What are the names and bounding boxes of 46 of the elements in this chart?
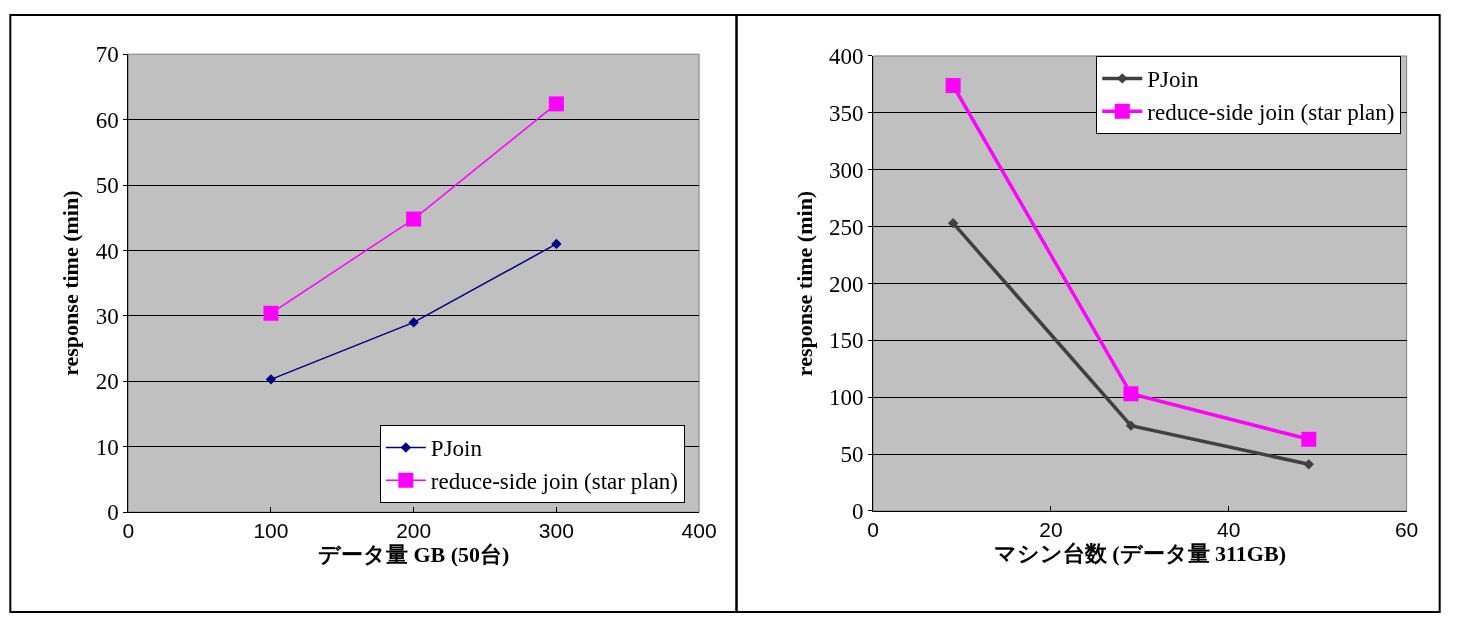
x-tick-label: 300 xyxy=(538,519,574,543)
x-tick-label: 100 xyxy=(253,519,289,543)
x-axis-title: マシン台数 (データ量 311GB) xyxy=(993,541,1286,567)
point xyxy=(1301,431,1317,447)
point xyxy=(263,305,279,321)
point xyxy=(1123,386,1139,402)
y-axis-title: response time (min) xyxy=(58,190,84,376)
point xyxy=(947,217,959,229)
y-tick-label: 10 xyxy=(95,434,119,460)
x-tick-label: 200 xyxy=(396,519,432,543)
y-tick-label: 40 xyxy=(95,238,119,264)
point xyxy=(945,78,961,94)
y-tick-label: 0 xyxy=(107,500,119,526)
x-tick-label: 40 xyxy=(1217,518,1241,542)
x-tick-label: 60 xyxy=(1394,518,1419,542)
y-tick-label: 20 xyxy=(95,369,119,395)
y-tick-label: 200 xyxy=(829,271,864,297)
y-tick-label: 60 xyxy=(95,107,119,133)
x-tick-label: 0 xyxy=(867,518,879,542)
legend-label: PJoin xyxy=(430,436,483,462)
y-tick-label: 70 xyxy=(95,42,119,68)
x-tick-label: 0 xyxy=(122,519,135,543)
y-tick-label: 100 xyxy=(829,385,864,411)
y-tick-label: 250 xyxy=(829,214,864,240)
x-tick-label: 400 xyxy=(681,519,717,543)
y-tick-label: 400 xyxy=(829,44,864,70)
x-axis-title: データ量 GB (50台) xyxy=(317,542,510,568)
legend-label: reduce-side join (star plan) xyxy=(430,469,678,495)
point xyxy=(1125,420,1137,431)
point xyxy=(551,238,562,250)
y-tick-label: 0 xyxy=(852,499,864,525)
point xyxy=(406,211,422,227)
y-tick-label: 50 xyxy=(95,173,119,199)
point xyxy=(265,374,277,385)
x-tick-label: 20 xyxy=(1039,518,1063,542)
point xyxy=(548,96,564,112)
y-axis-title: response time (min) xyxy=(791,190,817,377)
y-tick-label: 150 xyxy=(829,328,864,354)
legend-label: PJoin xyxy=(1147,67,1199,93)
y-tick-label: 350 xyxy=(829,100,864,126)
point xyxy=(408,317,419,328)
y-tick-label: 300 xyxy=(829,157,864,183)
y-tick-label: 50 xyxy=(840,442,864,468)
y-tick-label: 30 xyxy=(95,303,119,329)
point xyxy=(1303,459,1314,470)
legend-label: reduce-side join (star plan) xyxy=(1147,100,1395,126)
